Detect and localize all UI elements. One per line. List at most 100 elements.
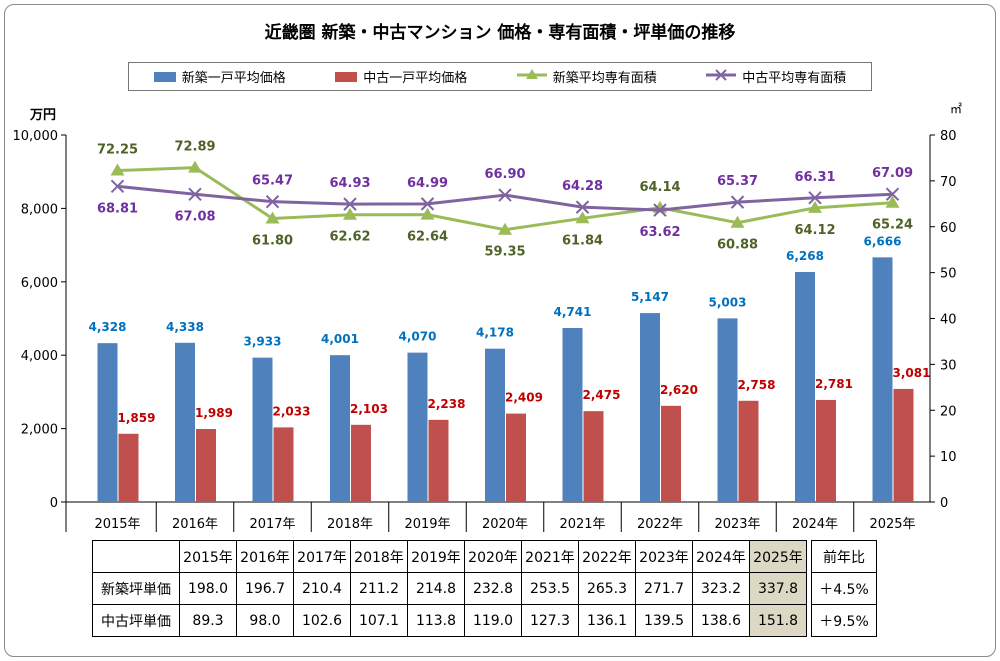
x-marker: [343, 197, 357, 211]
used-area-label: 67.08: [174, 209, 215, 224]
used-price-label: 1,859: [118, 411, 156, 425]
table-cell: 136.1: [578, 604, 636, 637]
table-row: 新築坪単価 198.0 196.7 210.4 211.2 214.8 232.8 253.5…: [92, 572, 877, 605]
legend: 新築一戸平均価格 中古一戸平均価格 新築平均専有面積 中古平均専有面積: [128, 62, 872, 91]
right-axis-tick-label: 20: [940, 404, 957, 419]
new-price-bar: [97, 343, 118, 502]
x-axis-tick-label: 2022年: [637, 517, 683, 532]
table-cell: 214.8: [407, 572, 465, 605]
table-cell: 113.8: [407, 604, 465, 637]
new-price-bar: [640, 313, 660, 502]
new-price-bar: [717, 318, 738, 502]
used-price-bar: [816, 399, 836, 502]
table-cell: 119.0: [464, 604, 522, 637]
triangle-marker: [730, 215, 745, 228]
table-cell: 337.8: [749, 572, 807, 605]
triangle-marker: [188, 160, 202, 173]
table-cell: 271.7: [635, 572, 693, 605]
bar-swatch-icon: [153, 71, 176, 82]
plot-area: 0 2,000 4,000 6,000 8,000 10,000 0 10 20 30 40 50 60…: [13, 129, 957, 532]
x-marker: [188, 187, 202, 201]
chart-title: 近畿圏 新築・中古マンション 価格・専有面積・坪単価の推移: [264, 23, 736, 43]
table-cell: 210.4: [293, 572, 351, 605]
table-cell: 196.7: [236, 572, 294, 605]
left-axis-tick-label: 6,000: [21, 276, 58, 291]
x-axis-tick-label: 2023年: [714, 517, 760, 532]
yoy-change-cell: ＋9.5%: [811, 604, 877, 637]
new-price-label: 5,003: [709, 295, 747, 309]
x-marker: [575, 200, 590, 214]
used-area-label: 67.09: [872, 166, 913, 181]
used-price-label: 2,103: [350, 402, 388, 416]
table-header-cell: 2022年: [578, 540, 636, 573]
new-price-label: 4,338: [166, 320, 204, 334]
right-axis-tick-label: 80: [940, 129, 957, 144]
used-price-bar: [273, 427, 294, 502]
new-area-label: 62.62: [329, 230, 370, 245]
used-area-line: [117, 184, 893, 212]
price-per-tsubo-table: 2015年 2016年 2017年 2018年 2019年 2020年 2021年 2022年…: [92, 540, 877, 637]
table-cell: 253.5: [521, 572, 579, 605]
new-area-label: 72.89: [174, 140, 215, 155]
table-header-cell: 2023年: [635, 540, 693, 573]
left-axis-tick-label: 0: [50, 496, 58, 511]
table-row: 中古坪単価 89.3 98.0 102.6 107.1 113.8 119.0 127.3 13…: [92, 604, 877, 637]
triangle-marker: [575, 211, 590, 224]
used-price-label: 2,238: [428, 397, 466, 411]
table-header-cell: 2020年: [464, 540, 522, 573]
new-price-bar: [562, 328, 583, 502]
used-area-label: 65.37: [717, 174, 758, 189]
new-price-bar: [795, 271, 815, 502]
x-marker: [420, 197, 435, 211]
table-header-cell: 2016年: [236, 540, 294, 573]
used-area-label: 65.47: [252, 174, 293, 189]
table-header-cell: 2017年: [293, 540, 351, 573]
legend-item: 中古平均専有面積: [706, 67, 846, 86]
new-price-bar: [175, 342, 195, 502]
table-header-cell: 2018年: [350, 540, 408, 573]
yoy-change-cell: ＋4.5%: [811, 572, 877, 605]
table-cell: 323.2: [692, 572, 750, 605]
used-price-bar: [118, 433, 139, 502]
legend-label: 新築平均専有面積: [552, 71, 657, 86]
x-axis-tick-label: 2020年: [482, 517, 528, 532]
table-cell: 127.3: [521, 604, 579, 637]
table-cell: 138.6: [692, 604, 750, 637]
used-price-bar: [196, 429, 216, 502]
triangle-marker: [885, 195, 900, 208]
new-price-label: 5,147: [631, 290, 669, 304]
right-axis-tick-label: 40: [940, 313, 957, 328]
left-axis-tick-label: 4,000: [21, 349, 58, 364]
used-price-bar: [893, 388, 914, 502]
triangle-marker: [808, 200, 822, 213]
x-axis-tick-label: 2015年: [94, 517, 140, 532]
used-area-label: 68.81: [97, 201, 138, 216]
x-marker: [808, 191, 822, 205]
used-price-label: 2,758: [738, 378, 776, 392]
new-area-label: 59.35: [484, 245, 525, 260]
used-price-label: 3,081: [893, 366, 931, 380]
used-price-label: 2,475: [583, 388, 621, 402]
new-area-label: 65.24: [872, 218, 913, 233]
x-axis-tick-label: 2019年: [404, 517, 450, 532]
x-axis-tick-label: 2025年: [869, 517, 915, 532]
right-axis-tick-label: 0: [940, 496, 948, 511]
used-price-bar: [506, 413, 526, 502]
used-price-bar: [661, 405, 681, 502]
new-area-label: 64.12: [794, 223, 835, 238]
table-cell: 211.2: [350, 572, 408, 605]
left-axis-tick-label: 10,000: [13, 129, 59, 144]
legend-item: 新築一戸平均価格: [153, 67, 286, 86]
triangle-marker: [343, 207, 357, 220]
new-price-label: 4,328: [89, 320, 127, 334]
x-axis-tick-label: 2016年: [172, 517, 218, 532]
x-axis-tick-label: 2018年: [327, 517, 373, 532]
right-axis-tick-label: 70: [940, 175, 957, 190]
new-price-bar: [485, 348, 505, 502]
used-price-label: 2,409: [505, 391, 543, 405]
table-header-cell: 前年比: [811, 540, 877, 573]
table-header-cell: 2024年: [692, 540, 750, 573]
table-cell: 102.6: [293, 604, 351, 637]
right-axis-tick-label: 60: [940, 221, 957, 236]
